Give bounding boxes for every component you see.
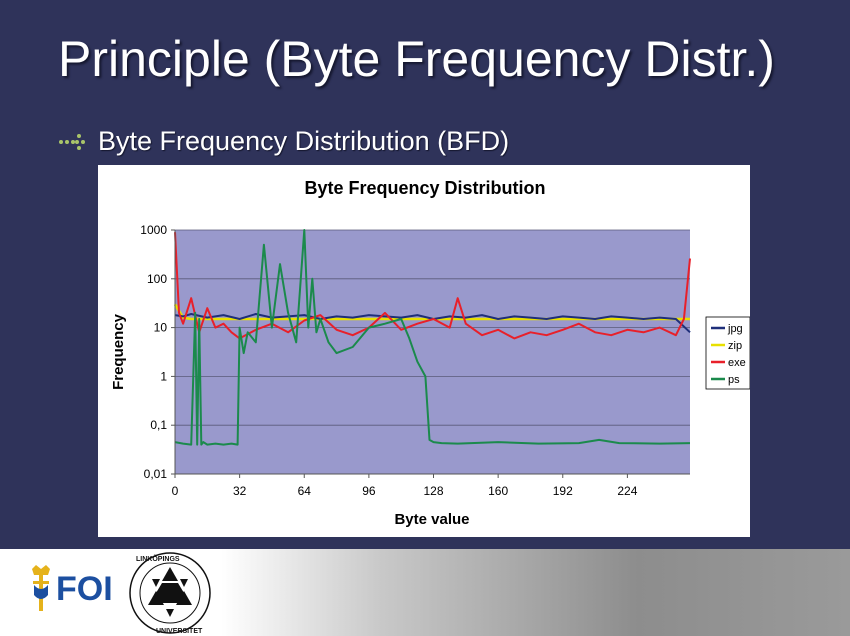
foi-logo-text: FOI: [56, 569, 113, 608]
bullet-item: Byte Frequency Distribution (BFD): [58, 126, 509, 157]
crown-sword-icon: [32, 565, 50, 611]
x-tick-label: 160: [488, 484, 508, 498]
y-axis-label: Frequency: [110, 313, 127, 390]
series-line-zip: [173, 303, 690, 321]
bullet-text: Byte Frequency Distribution (BFD): [98, 126, 510, 156]
x-tick-label: 32: [233, 484, 247, 498]
legend: jpg zip exe ps: [705, 316, 750, 390]
x-tick-label: 96: [362, 484, 376, 498]
x-tick-label: 128: [423, 484, 443, 498]
x-axis-label: Byte value: [394, 511, 469, 528]
slide-title: Principle (Byte Frequency Distr.): [58, 31, 775, 87]
x-tick-label: 64: [298, 484, 312, 498]
svg-text:LINKÖPINGS: LINKÖPINGS: [136, 554, 180, 563]
dotted-arrow-icon: [59, 133, 85, 150]
plot-area: [175, 230, 690, 474]
legend-label-ps: ps: [728, 374, 740, 386]
liu-logo: LINKÖPINGS UNIVERSITET: [129, 552, 211, 635]
x-tick-label: 0: [172, 484, 179, 498]
y-tick-label: 1000: [140, 223, 167, 237]
y-tick-labels: 0,01 0,1 1 10 100 1000: [140, 223, 175, 481]
y-tick-label: 100: [147, 272, 167, 286]
y-tick-label: 10: [154, 321, 168, 335]
y-tick-label: 0,1: [150, 418, 167, 432]
footer-band: FOI LINKÖPINGS UNIVERSITET: [0, 549, 850, 636]
svg-text:UNIVERSITET: UNIVERSITET: [156, 628, 203, 635]
legend-label-jpg: jpg: [727, 323, 743, 335]
y-tick-label: 1: [160, 369, 167, 383]
chart-title: Byte Frequency Distribution: [304, 178, 545, 198]
series-line-exe: [174, 232, 691, 340]
legend-label-exe: exe: [728, 357, 746, 369]
series-line-jpg: [174, 313, 691, 334]
y-tick-label: 0,01: [144, 467, 168, 481]
legend-label-zip: zip: [728, 340, 742, 352]
byte-frequency-chart: 0,01 0,1 1 10 100 1000 0 32 64 96 128 160 192 224 By…: [110, 178, 750, 528]
series-layer: [173, 229, 691, 446]
x-tick-label: 192: [553, 484, 573, 498]
foi-logo: FOI: [28, 563, 113, 615]
x-tick-label: 224: [617, 484, 637, 498]
chart-container: 0,01 0,1 1 10 100 1000 0 32 64 96 128 160 192 224 By…: [98, 165, 750, 537]
series-line-ps: [174, 229, 691, 446]
x-tick-labels: 0 32 64 96 128 160 192 224: [172, 474, 638, 498]
